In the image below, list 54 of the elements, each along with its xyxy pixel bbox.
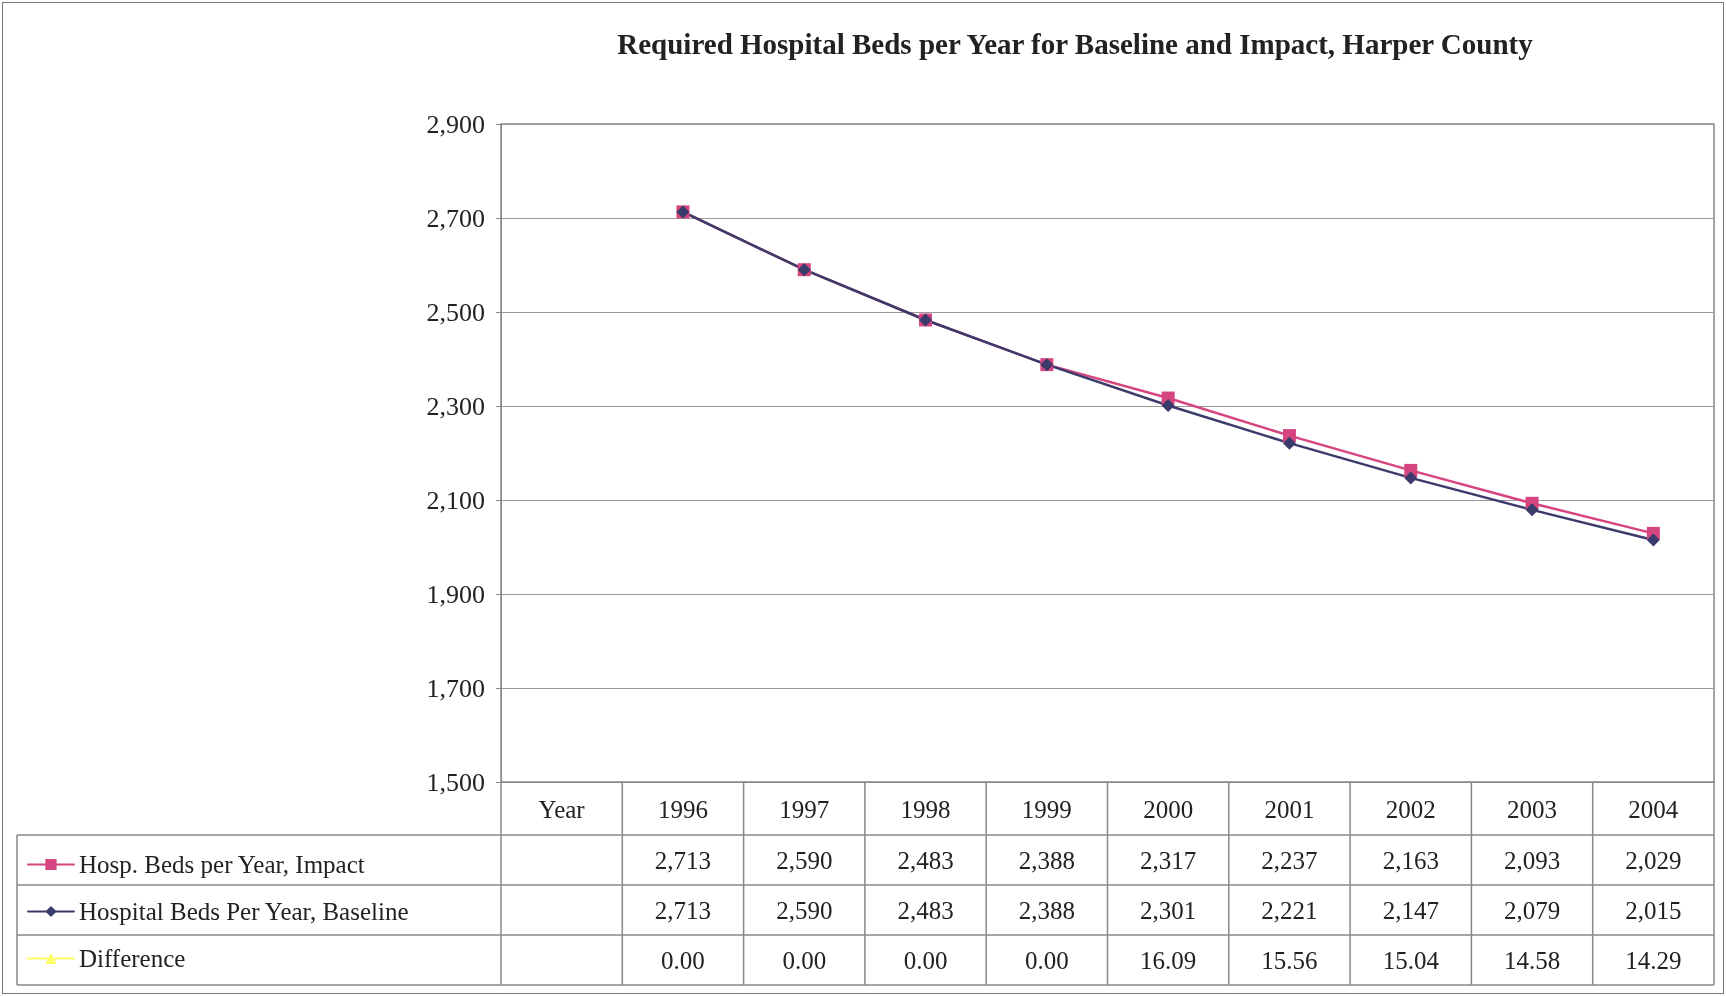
y-tick-label: 2,700 bbox=[426, 203, 485, 233]
legend-label: Hospital Beds Per Year, Baseline bbox=[79, 898, 409, 925]
x-tick-label: 2001 bbox=[1264, 796, 1315, 823]
x-tick-label: 1999 bbox=[1021, 796, 1072, 823]
data-label: 2,590 bbox=[776, 847, 833, 875]
x-tick-label: 2003 bbox=[1507, 796, 1558, 823]
data-label: 2,301 bbox=[1140, 897, 1197, 925]
legend-label: Hosp. Beds per Year, Impact bbox=[79, 851, 365, 878]
point bbox=[1525, 503, 1539, 517]
text: 0.00 bbox=[661, 947, 705, 974]
data-label: 2,015 bbox=[1625, 897, 1682, 925]
x-tick-label: 2004 bbox=[1628, 796, 1679, 823]
y-tick-label: 1,900 bbox=[426, 579, 485, 609]
data-label: 2,713 bbox=[654, 847, 712, 875]
data-label: 2,163 bbox=[1382, 847, 1439, 875]
data-label: 2,483 bbox=[897, 847, 954, 875]
text: 16.09 bbox=[1140, 947, 1197, 974]
x-tick-label: 2002 bbox=[1385, 796, 1436, 823]
chart-title: Required Hospital Beds per Year for Baseline and Impact, Harper County bbox=[617, 27, 1534, 60]
x-tick-label: 1998 bbox=[900, 796, 951, 823]
data-label: 2,388 bbox=[1018, 897, 1075, 925]
data-label: 2,317 bbox=[1140, 847, 1197, 875]
text: 14.29 bbox=[1625, 947, 1682, 974]
text: 15.56 bbox=[1261, 947, 1318, 974]
y-tick-label: 2,100 bbox=[426, 485, 485, 515]
point bbox=[1646, 533, 1660, 547]
data-label: 2,093 bbox=[1503, 847, 1561, 875]
x-tick-label: 1997 bbox=[779, 796, 830, 823]
y-tick-label: 1,700 bbox=[426, 673, 485, 703]
y-tick-label: 2,900 bbox=[426, 109, 485, 139]
data-label: 2,483 bbox=[897, 897, 954, 925]
data-label: 2,147 bbox=[1382, 897, 1439, 925]
y-tick-label: 2,500 bbox=[426, 297, 485, 327]
text: 15.04 bbox=[1382, 947, 1439, 974]
text: 14.58 bbox=[1503, 947, 1561, 974]
text: 0.00 bbox=[903, 947, 948, 974]
data-label: 2,221 bbox=[1261, 897, 1318, 925]
data-label: 2,237 bbox=[1261, 847, 1318, 875]
data-label: 2,079 bbox=[1503, 897, 1561, 925]
data-label: 2,388 bbox=[1018, 847, 1075, 875]
point bbox=[1404, 471, 1418, 485]
x-tick-label: 2000 bbox=[1143, 796, 1194, 823]
text: 0.00 bbox=[782, 947, 827, 974]
text: 0.00 bbox=[1024, 947, 1069, 974]
y-tick-label: 2,300 bbox=[426, 391, 485, 421]
x-tick-label: Year bbox=[538, 796, 586, 823]
data-label: 2,590 bbox=[776, 897, 833, 925]
x-tick-label: 1996 bbox=[657, 796, 708, 823]
legend-label: Difference bbox=[79, 945, 186, 972]
point bbox=[1282, 436, 1296, 450]
data-label: 2,029 bbox=[1625, 847, 1682, 875]
point bbox=[1161, 399, 1175, 413]
data-label: 2,713 bbox=[654, 897, 712, 925]
y-tick-label: 1,500 bbox=[426, 767, 485, 797]
